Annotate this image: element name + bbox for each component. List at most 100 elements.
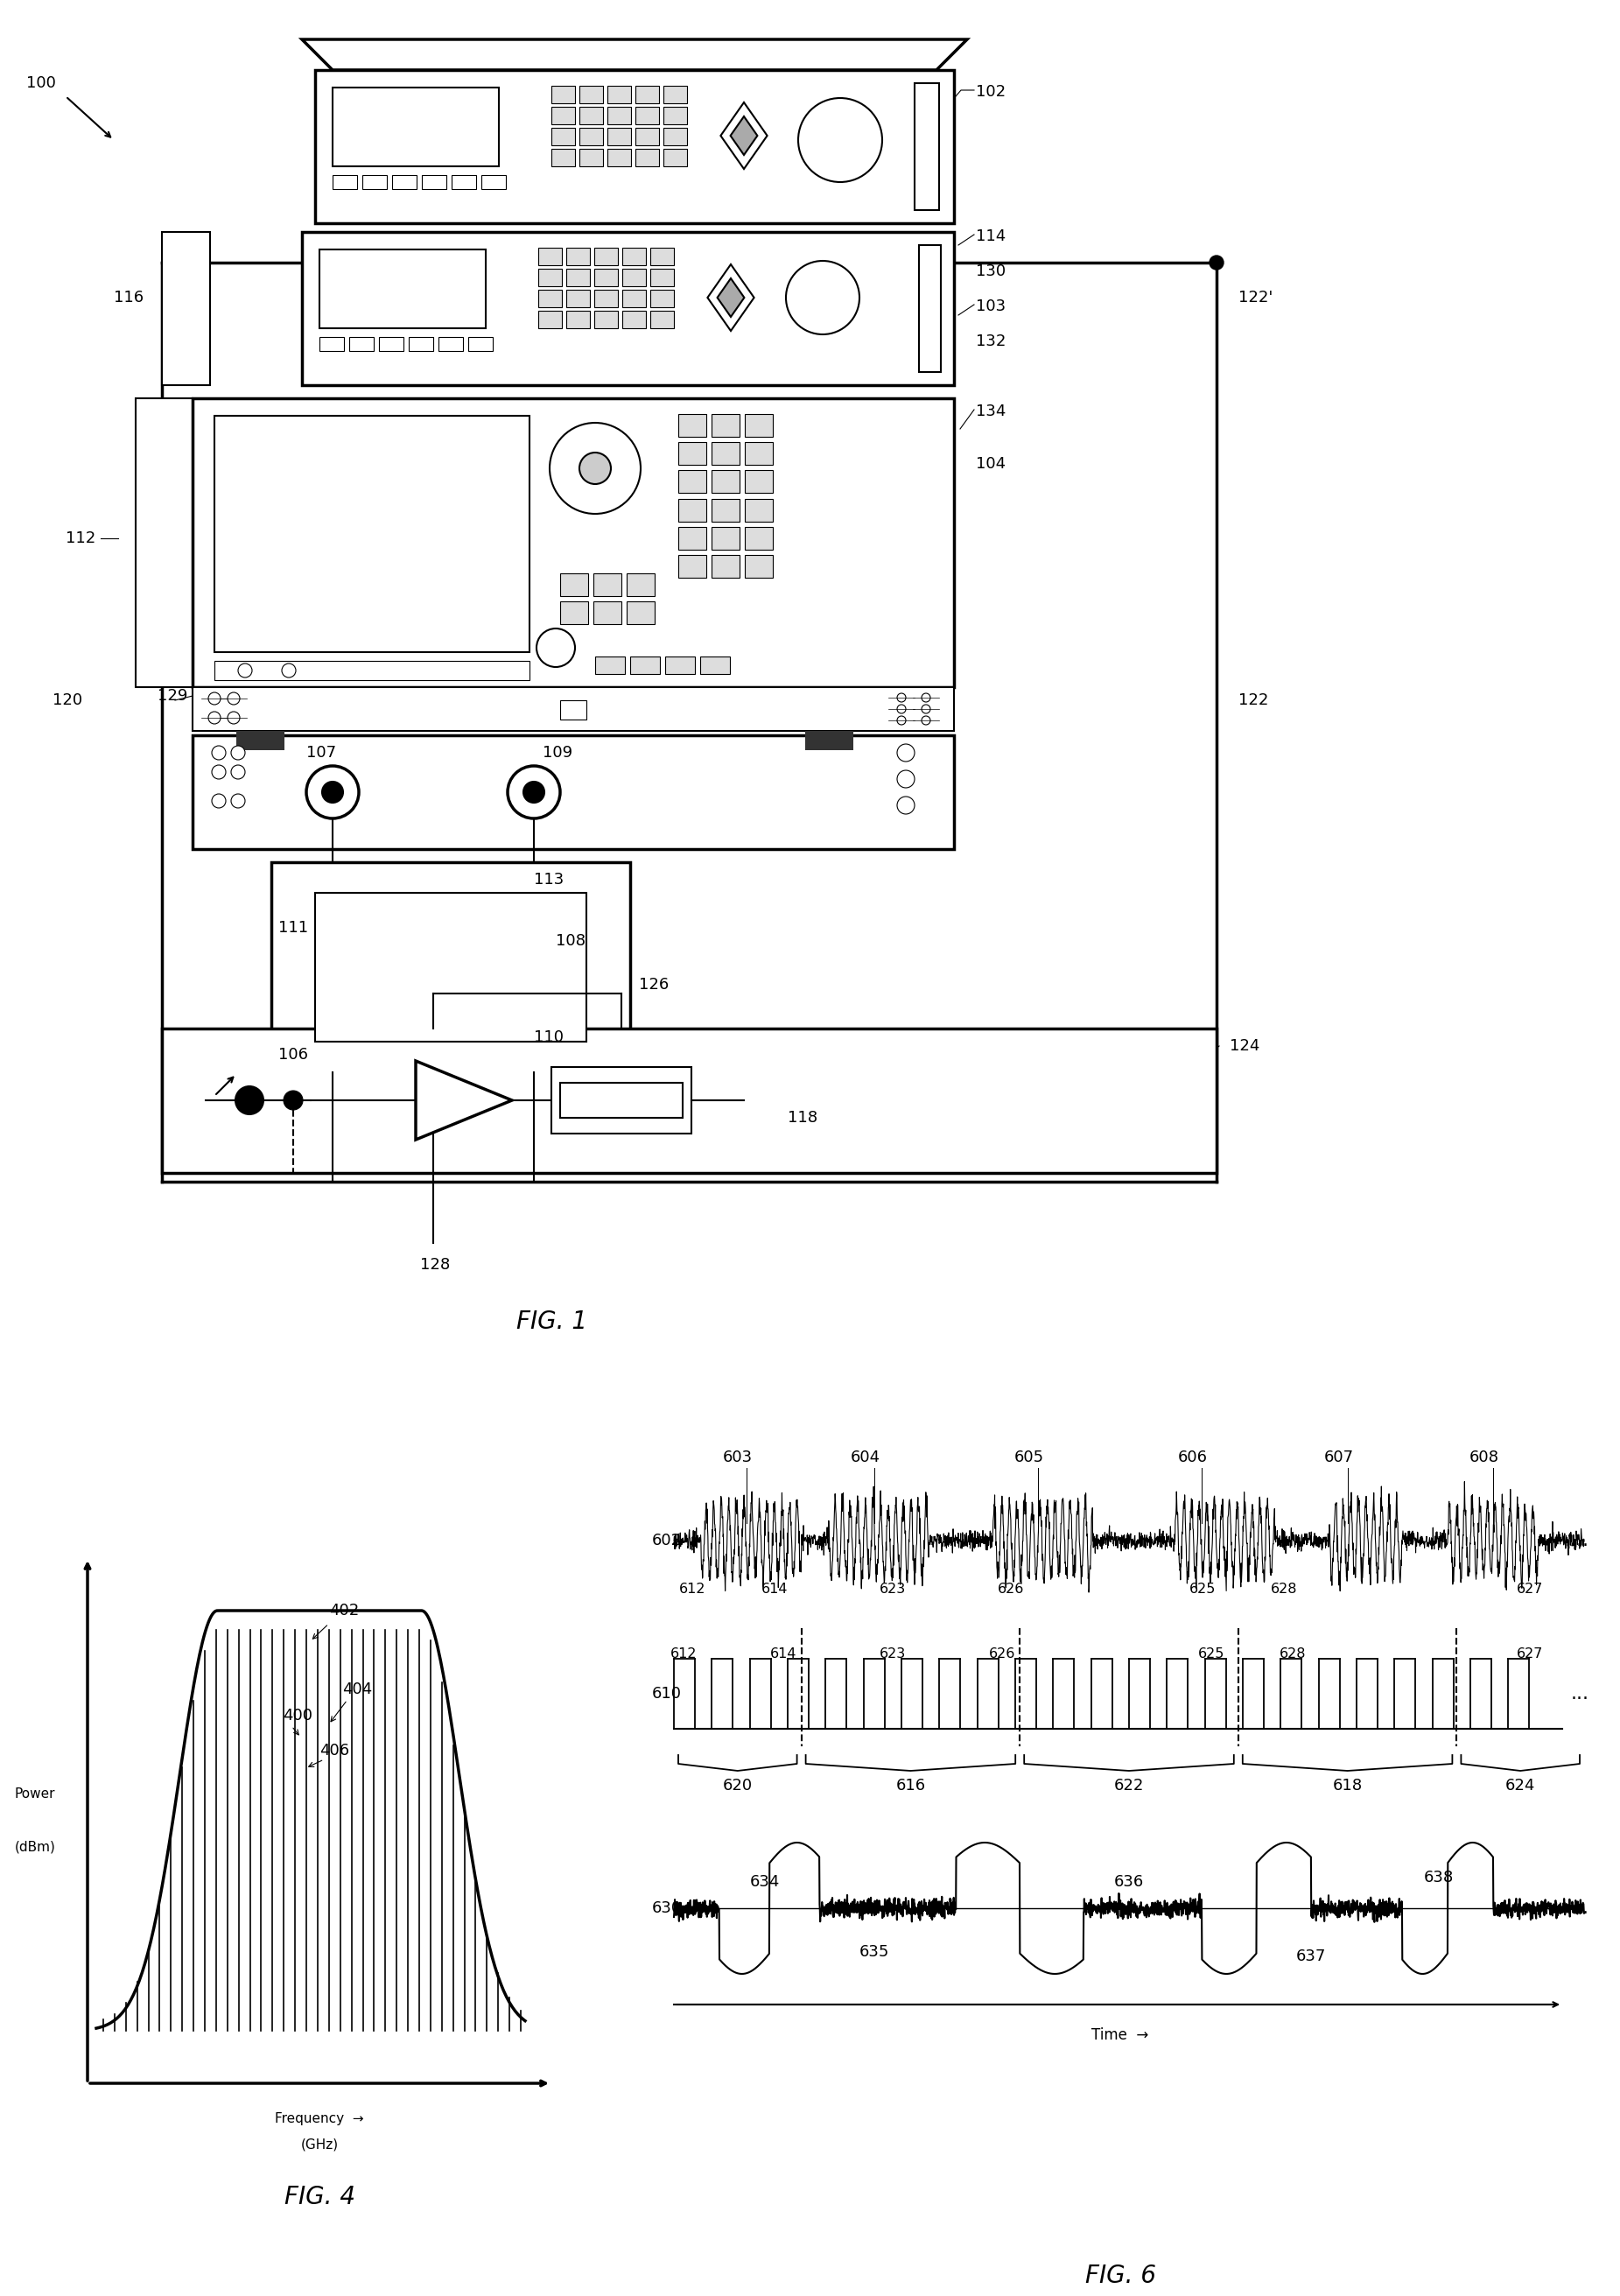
Text: 404: 404 [343,1681,373,1697]
Text: 602: 602 [651,1534,682,1548]
Bar [538,310,562,328]
Text: (dBm): (dBm) [15,1841,55,1853]
Bar [162,232,211,386]
Bar [561,700,586,719]
Text: 628: 628 [1270,1582,1298,1596]
Circle shape [897,744,915,762]
Circle shape [322,781,343,804]
Text: 114: 114 [975,230,1006,243]
Text: 614: 614 [770,1649,797,1660]
Bar [679,556,706,579]
Bar [679,471,706,494]
Bar [664,129,687,145]
Bar [915,83,940,209]
Text: 400: 400 [282,1708,313,1724]
Text: 128: 128 [420,1256,450,1272]
Bar [650,269,674,287]
Bar [481,174,505,188]
Bar [439,338,463,351]
Bar [679,413,706,436]
Text: 638: 638 [1424,1869,1453,1885]
Bar [193,687,954,730]
Bar [214,661,530,680]
Text: 100: 100 [26,76,57,92]
Text: 622: 622 [1115,1777,1144,1793]
Text: 628: 628 [1280,1649,1307,1660]
Bar [271,863,630,1072]
Bar [608,129,632,145]
Text: 106: 106 [279,1047,308,1063]
Bar [650,289,674,308]
Text: 113: 113 [535,872,564,889]
Bar [567,289,590,308]
Text: 116: 116 [113,289,144,305]
Bar [919,246,941,372]
Bar [452,174,476,188]
Circle shape [897,769,915,788]
Bar [193,397,954,687]
Bar [595,310,617,328]
Text: 118: 118 [787,1109,818,1125]
Circle shape [580,452,611,484]
Bar [319,338,343,351]
Bar [332,87,499,165]
Text: 107: 107 [306,744,337,760]
Bar [745,443,773,464]
Text: 406: 406 [319,1743,350,1759]
Bar [162,1029,1217,1173]
Text: 630: 630 [651,1901,682,1917]
Bar [408,338,433,351]
Text: 124: 124 [1230,1038,1260,1054]
Bar [551,129,575,145]
Bar [711,471,740,494]
Bar [421,174,447,188]
Bar [392,174,416,188]
Bar [664,85,687,103]
Text: FIG. 4: FIG. 4 [283,2186,355,2209]
Bar [650,248,674,266]
Polygon shape [721,103,768,170]
Text: 122': 122' [1238,289,1273,305]
Bar [595,657,625,675]
Text: Frequency  →: Frequency → [275,2112,365,2124]
Text: 626: 626 [988,1649,1016,1660]
Bar [711,528,740,549]
Bar [622,248,646,266]
Text: 607: 607 [1324,1449,1354,1465]
Bar [319,250,486,328]
Text: 608: 608 [1469,1449,1498,1465]
Bar [538,269,562,287]
Circle shape [897,797,915,815]
Text: 109: 109 [543,744,572,760]
Bar [136,397,193,687]
Bar [538,248,562,266]
Text: 120: 120 [52,693,83,707]
Text: Power: Power [15,1789,55,1800]
Circle shape [212,746,225,760]
Bar [561,574,588,597]
Circle shape [922,693,930,703]
Text: 627: 627 [1516,1649,1544,1660]
Bar [745,498,773,521]
Circle shape [536,629,575,668]
Text: 635: 635 [859,1945,889,1961]
Text: ...: ... [1570,1531,1589,1550]
Text: 102: 102 [975,85,1006,99]
Bar [679,498,706,521]
Circle shape [212,765,225,778]
Bar [301,232,954,386]
Bar [635,85,659,103]
Bar [745,556,773,579]
Circle shape [1210,255,1223,269]
Bar [745,413,773,436]
Bar [679,443,706,464]
Bar [314,893,586,1042]
Circle shape [282,664,296,677]
Text: 126: 126 [638,976,669,992]
Circle shape [306,767,360,817]
Text: 606: 606 [1178,1449,1209,1465]
Bar [805,730,854,751]
Circle shape [283,1091,303,1109]
Text: ...: ... [1570,1685,1589,1704]
Bar [567,248,590,266]
